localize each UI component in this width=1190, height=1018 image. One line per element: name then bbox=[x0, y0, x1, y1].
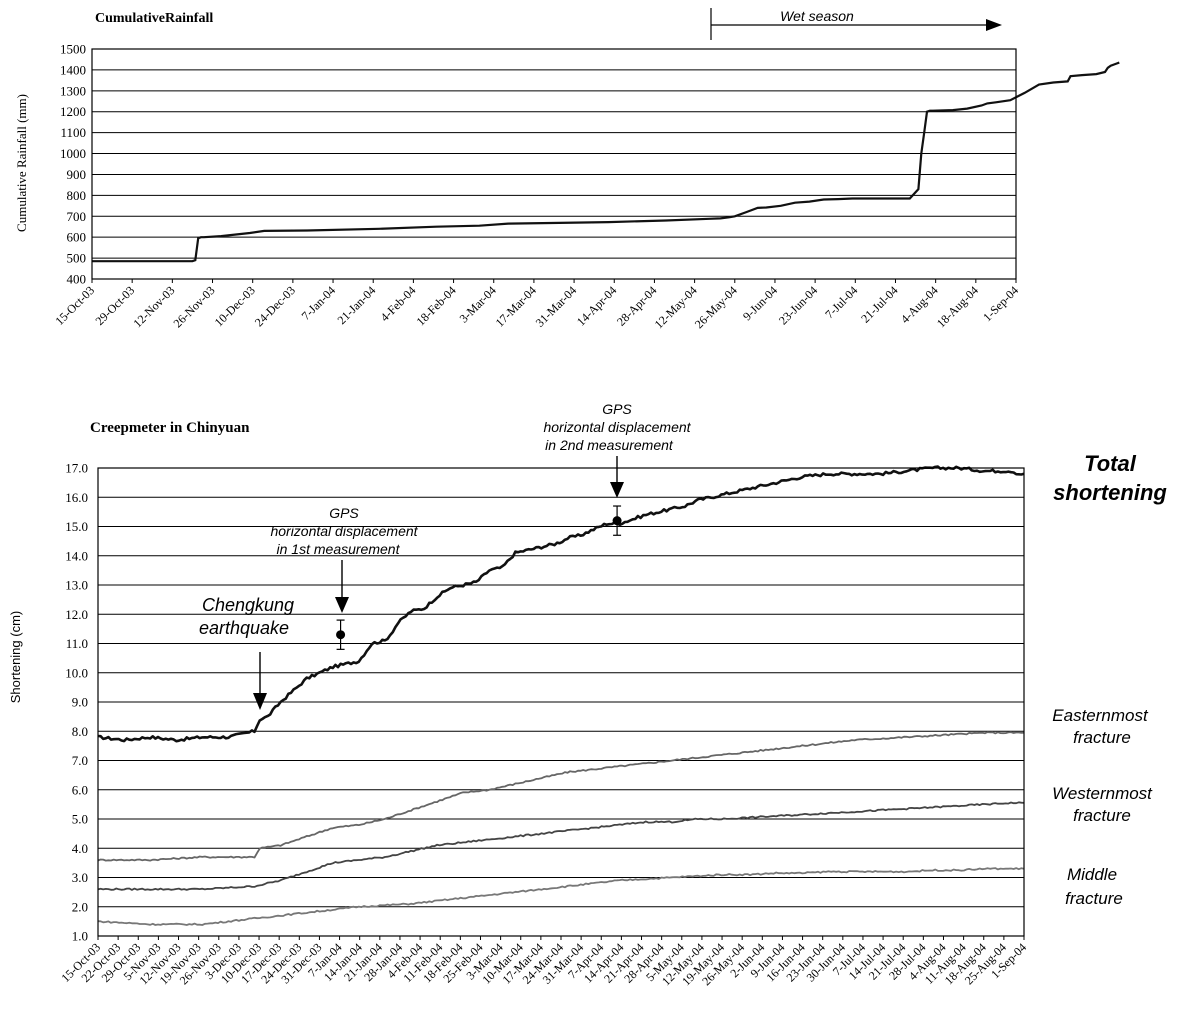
creepmeter-y-axis-label: Shortening (cm) bbox=[8, 611, 23, 703]
wet-season-arrow-head bbox=[986, 19, 1002, 31]
westernmost-label-line2: fracture bbox=[1073, 806, 1131, 825]
total-shortening-line bbox=[97, 465, 1025, 743]
rainfall-plot-frame bbox=[91, 48, 1017, 280]
rainfall-x-tick-label: 21-Jul-04 bbox=[858, 283, 900, 325]
rainfall-title: CumulativeRainfall bbox=[95, 11, 213, 26]
gps2-label-line1: GPS bbox=[602, 401, 632, 417]
rainfall-x-tick-label: 1-Sep-04 bbox=[980, 283, 1021, 324]
earthquake-label-line1: Chengkung bbox=[202, 595, 294, 615]
gps-point-marker bbox=[336, 630, 346, 640]
rainfall-x-tick-label: 26-Nov-03 bbox=[170, 283, 217, 330]
gps1-label-line2: horizontal displacement bbox=[270, 523, 418, 539]
rainfall-x-tick-label: 12-May-04 bbox=[652, 283, 700, 331]
creepmeter-y-tick-label: 8.0 bbox=[72, 724, 88, 739]
creepmeter-gridlines bbox=[98, 467, 1024, 937]
rainfall-x-tick-label: 4-Feb-04 bbox=[378, 283, 419, 324]
gps1-label-line3: in 1st measurement bbox=[277, 541, 401, 557]
rainfall-x-tick-label: 24-Dec-03 bbox=[252, 283, 298, 329]
creepmeter-y-tick-label: 6.0 bbox=[72, 782, 88, 797]
gps2-label-line2: horizontal displacement bbox=[543, 419, 691, 435]
rainfall-y-tick-label: 1300 bbox=[60, 83, 86, 98]
creepmeter-y-tick-label: 3.0 bbox=[72, 870, 88, 885]
rainfall-x-tick-label: 10-Dec-03 bbox=[212, 283, 258, 329]
earthquake-arrow-head bbox=[253, 693, 267, 710]
rainfall-y-tick-label: 700 bbox=[67, 209, 87, 224]
creepmeter-y-tick-label: 10.0 bbox=[65, 665, 88, 680]
creepmeter-x-ticks: 15-Oct-0322-Oct-0329-Oct-035-Nov-0312-No… bbox=[58, 936, 1029, 988]
rainfall-x-tick-label: 23-Jun-04 bbox=[776, 283, 820, 327]
rainfall-series-line bbox=[92, 61, 1120, 263]
creepmeter-y-tick-label: 4.0 bbox=[72, 841, 88, 856]
rainfall-y-tick-label: 1000 bbox=[60, 146, 86, 161]
rainfall-y-tick-label: 1200 bbox=[60, 104, 86, 119]
creepmeter-y-tick-label: 17.0 bbox=[65, 461, 88, 476]
westernmost-label-line1: Westernmost bbox=[1052, 784, 1153, 803]
easternmost-label-line2: fracture bbox=[1073, 728, 1131, 747]
gps1-arrow-head bbox=[335, 597, 349, 613]
gps-points bbox=[336, 505, 622, 650]
creepmeter-plot-frame bbox=[97, 467, 1025, 937]
rainfall-y-tick-label: 500 bbox=[67, 251, 87, 266]
rainfall-x-tick-label: 7-Jan-04 bbox=[299, 283, 339, 323]
rainfall-y-tick-label: 1500 bbox=[60, 42, 86, 57]
total-shortening-label-line1: Total bbox=[1084, 451, 1137, 476]
rainfall-y-tick-label: 900 bbox=[67, 167, 87, 182]
rainfall-y-tick-label: 800 bbox=[67, 188, 87, 203]
rainfall-chart: CumulativeRainfall Cumulative Rainfall (… bbox=[14, 8, 1120, 331]
rainfall-x-tick-label: 17-Mar-04 bbox=[493, 283, 539, 329]
rainfall-x-tick-label: 7-Jul-04 bbox=[822, 283, 860, 321]
middle-label-line1: Middle bbox=[1067, 865, 1117, 884]
creepmeter-y-tick-label: 1.0 bbox=[72, 929, 88, 944]
gps-point-2 bbox=[612, 505, 622, 536]
creepmeter-title: Creepmeter in Chinyuan bbox=[90, 420, 250, 436]
earthquake-label-line2: earthquake bbox=[199, 618, 289, 638]
creepmeter-y-tick-label: 2.0 bbox=[72, 899, 88, 914]
middle-label-line2: fracture bbox=[1065, 889, 1123, 908]
westernmost-fracture-line bbox=[97, 801, 1025, 891]
creepmeter-y-tick-label: 9.0 bbox=[72, 695, 88, 710]
creepmeter-y-tick-label: 14.0 bbox=[65, 548, 88, 563]
rainfall-x-tick-label: 18-Feb-04 bbox=[413, 283, 458, 328]
easternmost-fracture-line bbox=[97, 731, 1025, 862]
creepmeter-chart: Creepmeter in Chinyuan Shortening (cm) 1… bbox=[8, 401, 1167, 988]
rainfall-y-ticks: 400 500 600 700 800 900 1000 1100 1200 1300 1400 15… bbox=[60, 42, 86, 287]
rainfall-x-tick-label: 14-Apr-04 bbox=[574, 283, 620, 329]
creepmeter-y-ticks: 1.0 2.0 3.0 4.0 5.0 6.0 7.0 8.0 9.0 10.0 11.0 12.0 1… bbox=[65, 461, 88, 944]
creepmeter-series bbox=[97, 465, 1025, 926]
rainfall-y-tick-label: 600 bbox=[67, 230, 87, 245]
gps-point-1 bbox=[336, 619, 346, 650]
gps-point-marker bbox=[612, 516, 622, 526]
rainfall-gridlines bbox=[92, 48, 1016, 280]
creepmeter-y-tick-label: 15.0 bbox=[65, 519, 88, 534]
rainfall-y-tick-label: 1100 bbox=[60, 125, 86, 140]
rainfall-x-ticks: 15-Oct-0329-Oct-0312-Nov-0326-Nov-0310-D… bbox=[52, 279, 1021, 331]
rainfall-x-tick-label: 21-Jan-04 bbox=[334, 283, 378, 327]
creepmeter-y-tick-label: 7.0 bbox=[72, 753, 88, 768]
creepmeter-y-tick-label: 12.0 bbox=[65, 607, 88, 622]
easternmost-label-line1: Easternmost bbox=[1052, 706, 1149, 725]
rainfall-x-tick-label: 31-Mar-04 bbox=[533, 283, 579, 329]
creepmeter-y-tick-label: 5.0 bbox=[72, 812, 88, 827]
rainfall-x-tick-label: 18-Aug-04 bbox=[934, 283, 981, 330]
creepmeter-y-tick-label: 16.0 bbox=[65, 490, 88, 505]
gps2-label-line3: in 2nd measurement bbox=[545, 437, 674, 453]
rainfall-y-tick-label: 1400 bbox=[60, 62, 86, 77]
total-shortening-label-line2: shortening bbox=[1053, 480, 1167, 505]
creepmeter-y-tick-label: 13.0 bbox=[65, 578, 88, 593]
rainfall-x-tick-label: 12-Nov-03 bbox=[130, 283, 177, 330]
gps2-arrow-head bbox=[610, 482, 624, 498]
gps1-label-line1: GPS bbox=[329, 505, 359, 521]
wet-season-label: Wet season bbox=[780, 8, 854, 24]
rainfall-x-tick-label: 15-Oct-03 bbox=[52, 283, 97, 328]
rainfall-x-tick-label: 26-May-04 bbox=[692, 283, 740, 331]
middle-fracture-line bbox=[97, 867, 1025, 926]
rainfall-x-tick-label: 9-Jun-04 bbox=[740, 283, 780, 323]
rainfall-y-axis-label: Cumulative Rainfall (mm) bbox=[14, 94, 29, 232]
creepmeter-y-tick-label: 11.0 bbox=[66, 636, 88, 651]
rainfall-y-tick-label: 400 bbox=[67, 272, 87, 287]
